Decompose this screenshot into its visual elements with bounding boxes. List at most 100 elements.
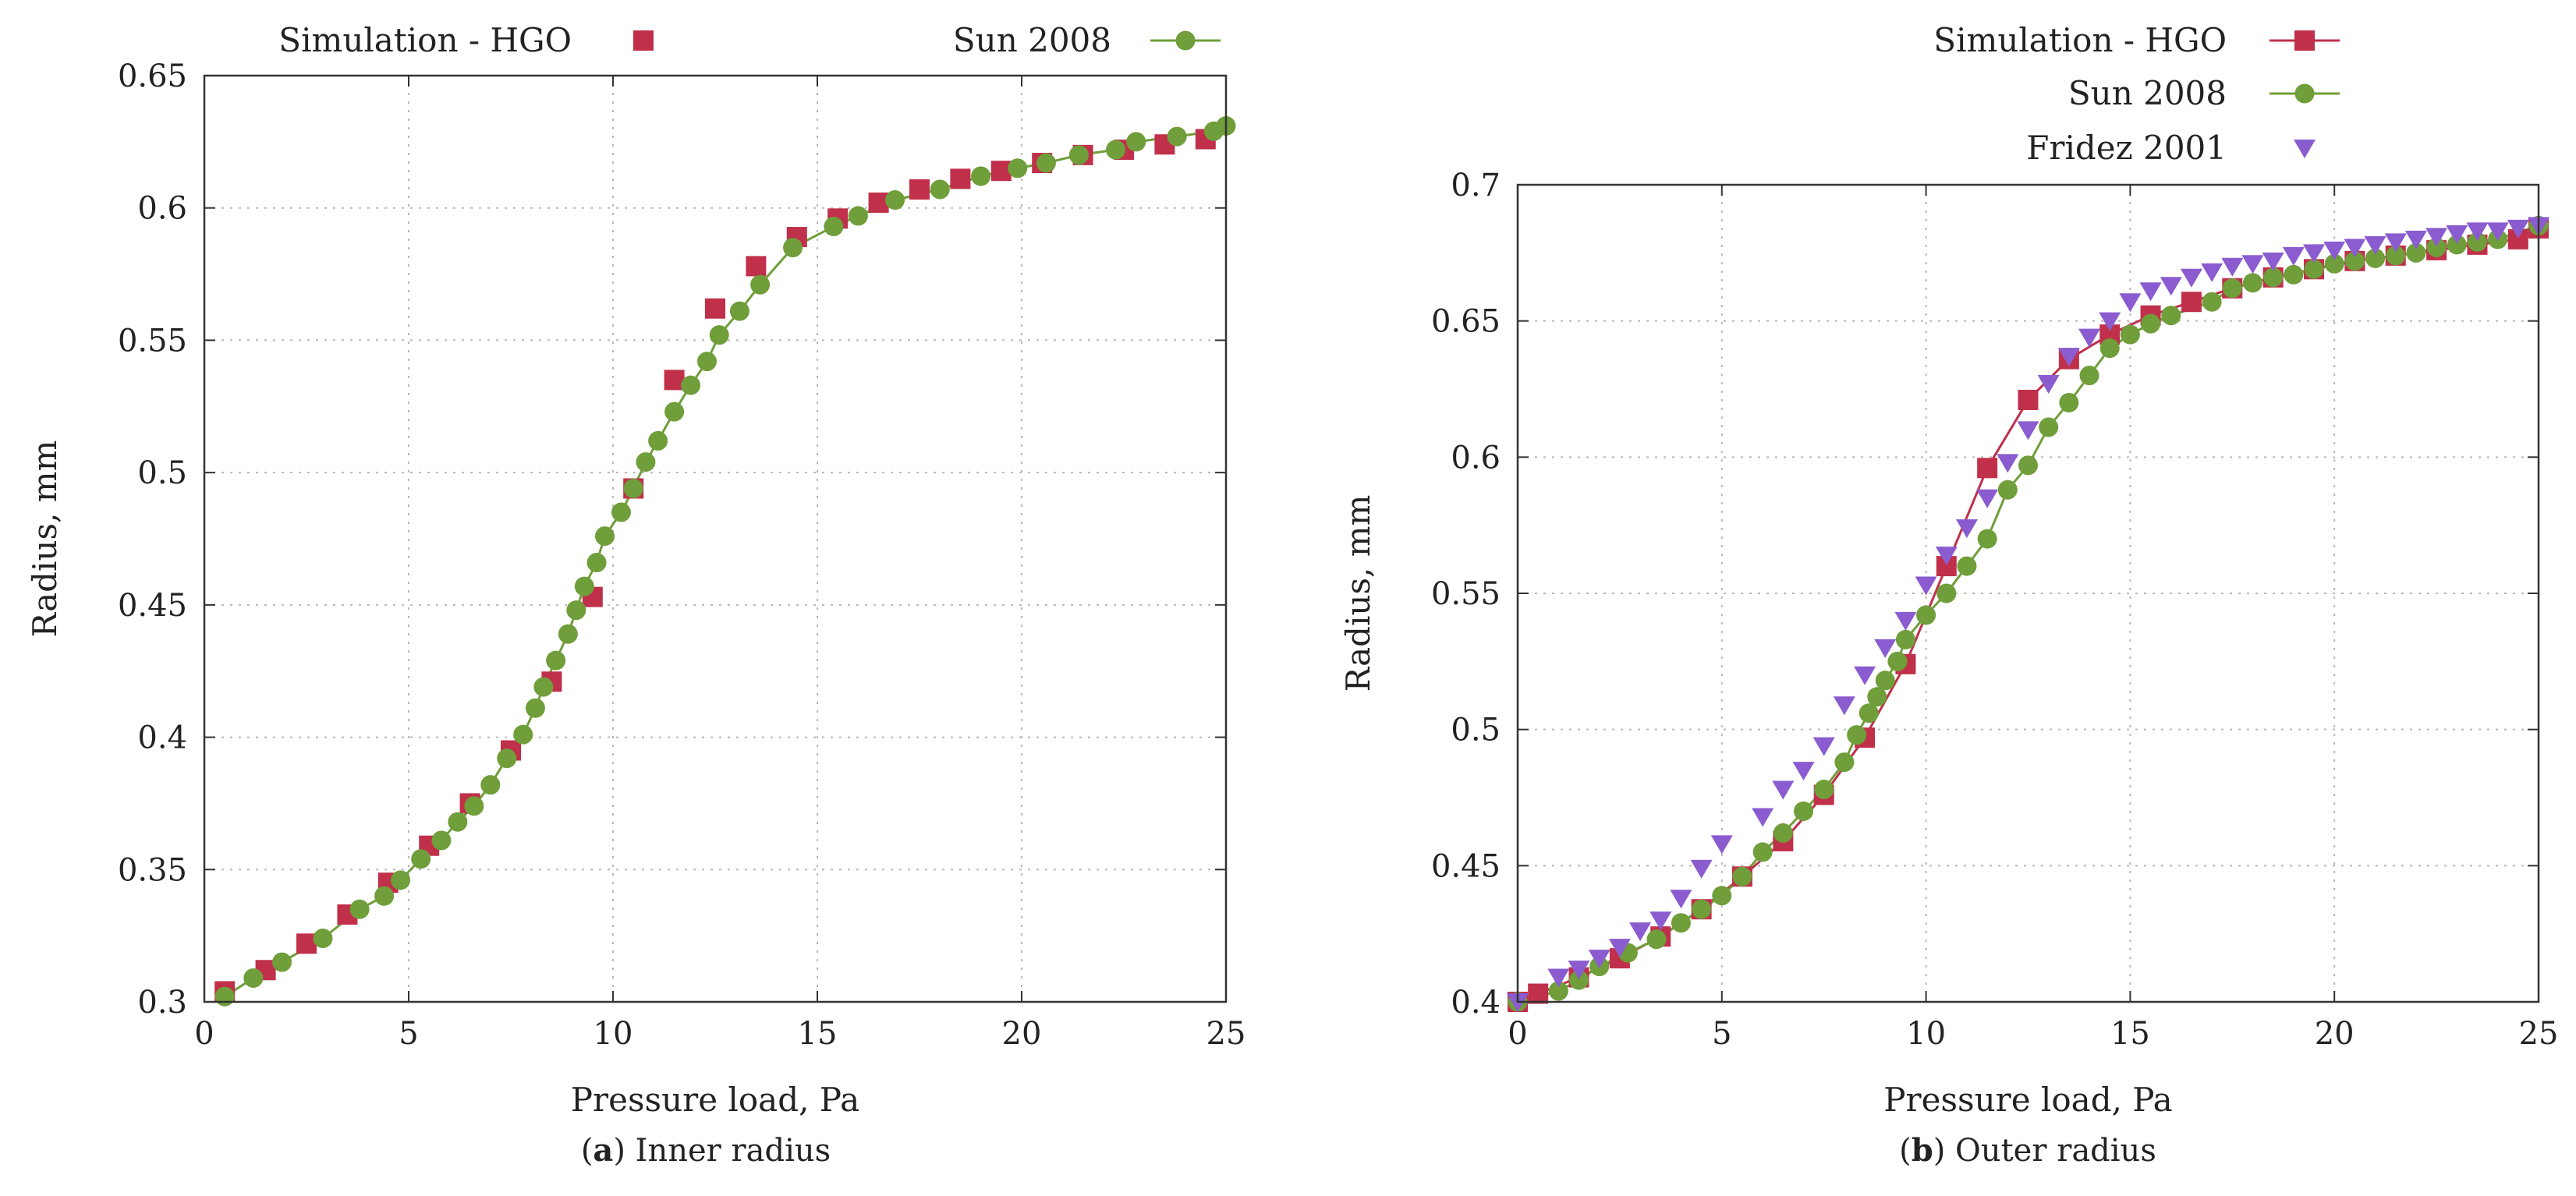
chart1-series-1-point [1834, 752, 1855, 773]
chart1-series-1-point [1646, 929, 1667, 950]
chart0-series-1-point [750, 274, 771, 295]
chart1-series-0-point [2181, 292, 2202, 313]
chart1-series-1-point [1867, 687, 1887, 707]
chart1-series-2-point [1772, 780, 1795, 800]
chart0-series-0-point [868, 192, 889, 213]
chart0-series-1-point [214, 986, 235, 1007]
chart1-series-2-point [2404, 230, 2427, 249]
chart1-series-2-point [1547, 968, 1570, 988]
chart0-series-1-point [480, 775, 501, 795]
chart0-ytick-label: 0.65 [118, 58, 187, 94]
chart1-series-2-point [1894, 611, 1917, 631]
chart1-series-2-point [2446, 225, 2468, 244]
chart1-series-2-point [1588, 950, 1610, 969]
chart1-series-2-point [2201, 263, 2223, 282]
chart1-ytick-label: 0.55 [1431, 576, 1501, 612]
chart1-series-2-point [2384, 233, 2407, 253]
chart0-legend-label: Sun 2008 [953, 21, 1111, 59]
chart1-series-2-point [1854, 666, 1876, 685]
caption-b: (b) Outer radius [1899, 1132, 2156, 1169]
chart0-series-1-point [243, 968, 264, 988]
chart1-series-1-line [1517, 224, 2539, 1003]
chart1-series-1-point [1548, 981, 1568, 1001]
chart1-series-1-point [2426, 237, 2447, 257]
chart0-series-1-point [586, 553, 607, 573]
chart1-series-1-point [1936, 583, 1957, 603]
chart1-series-1-point [2161, 306, 2181, 326]
chart0-series-1-point [497, 748, 517, 769]
chart1-series-0-point [1977, 458, 1998, 479]
chart0-ytick-label: 0.3 [137, 985, 187, 1021]
chart1-series-2-point [2057, 348, 2080, 367]
chart1-series-2-point [2282, 246, 2305, 266]
chart1-series-2-point [1568, 961, 1590, 980]
chart0-series-1-point [848, 206, 868, 226]
chart1-series-2-point [1710, 835, 1733, 855]
chart1-series-1-point [1752, 842, 1773, 862]
chart0-series-1-point [664, 402, 685, 422]
chart0-series-1-point [272, 952, 292, 972]
chart1-series-2-point [1649, 911, 1672, 931]
chart1-series-1-point [1692, 899, 1712, 919]
chart1-series-1-point [2386, 246, 2406, 266]
chart1-series-2-point [1874, 639, 1897, 658]
chart0-series-1-point [623, 479, 643, 499]
chart1-series-1-point [2039, 417, 2059, 437]
chart1-series-2-point [2466, 222, 2489, 242]
chart0-series-1-point [391, 870, 411, 890]
chart1-series-2-point [2180, 268, 2202, 288]
chart1-series-2-point [1670, 890, 1692, 909]
chart1-series-2-point [1935, 547, 1958, 566]
chart0-series-1-point [431, 830, 452, 851]
chart1-series-1-point [2059, 392, 2079, 412]
chart1-plot-frame [1516, 183, 2540, 1003]
chart1-xtick-label: 25 [2519, 1016, 2559, 1052]
chart0-series-1-line [224, 125, 1227, 998]
chart0-series-1-point [595, 526, 615, 547]
chart1-series-1-point [1916, 605, 1936, 625]
chart1-xlabel: Pressure load, Pa [1883, 1081, 2172, 1119]
chart0-legend-label: Simulation - HGO [278, 21, 572, 59]
chart1-series-2-point [2037, 375, 2060, 395]
chart1-series-1-point [1847, 725, 1867, 745]
chart0-xtick-label: 15 [798, 1016, 838, 1052]
chart0-series-1-point [1036, 153, 1056, 173]
chart1-series-1-point [2406, 242, 2426, 263]
chart1-series-2-point [1997, 454, 2019, 473]
chart1-series-1-point [2263, 267, 2284, 288]
chart0-xtick-label: 25 [1207, 1016, 1246, 1052]
chart1-series-1-point [2120, 324, 2140, 345]
chart1-series-2-point [1976, 489, 1999, 508]
chart0-series-0-point [909, 179, 930, 200]
chart1-series-1-point [1957, 556, 1977, 576]
chart1-series-2-point [1792, 762, 1815, 781]
chart1-xtick-label: 15 [2110, 1016, 2150, 1052]
chart0-series-1-point [709, 325, 729, 345]
chart0-series-1-point [1126, 132, 1146, 152]
chart0-series-1-point [313, 929, 333, 949]
chart1-series-2-point [2507, 219, 2529, 239]
chart1-series-1-point [1569, 970, 1589, 990]
caption-a: (a) Inner radius [580, 1132, 831, 1169]
chart1-series-1-point [1977, 529, 1997, 549]
chart1-series-1-point [2447, 235, 2467, 255]
chart0-series-1-point [611, 502, 631, 522]
chart0-series-1-point [971, 166, 991, 186]
chart1-series-1-point [2099, 338, 2120, 359]
chart0-series-1-point [513, 724, 533, 745]
chart1-series-1-point [1875, 671, 1895, 691]
chart0-xtick-label: 5 [399, 1016, 418, 1052]
chart1-legend-label: Simulation - HGO [1933, 21, 2227, 59]
chart1-ytick-label: 0.5 [1451, 713, 1501, 748]
chart0-series-1-point [1068, 145, 1089, 165]
chart1-series-2-point [2221, 257, 2244, 277]
chart0-series-1-point [885, 190, 905, 211]
chart1-series-2-point [2303, 244, 2326, 264]
chart1-series-2-point [1690, 859, 1713, 879]
chart1-series-2-point [1812, 737, 1835, 756]
chart0-ytick-label: 0.55 [118, 323, 187, 359]
chart0-ytick-label: 0.35 [118, 852, 187, 888]
chart0-series-1-point [464, 796, 484, 816]
chart1-series-1-point [2304, 259, 2324, 279]
chart0-series-1-point [1167, 126, 1187, 147]
